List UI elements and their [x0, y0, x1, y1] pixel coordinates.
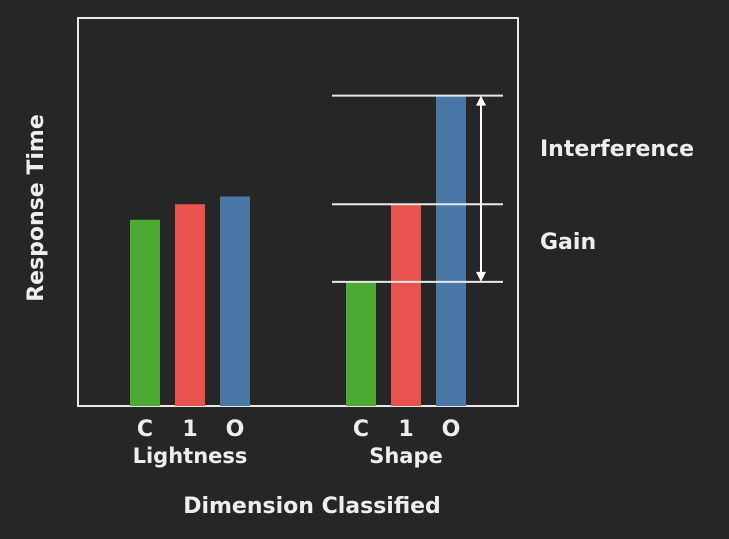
arrow-head [476, 95, 486, 106]
bar [220, 196, 250, 406]
bar-label: 1 [398, 417, 413, 442]
bar-label: O [226, 417, 245, 442]
y-axis-label: Response Time [24, 114, 49, 302]
bar-label: O [442, 417, 461, 442]
bar-label: C [353, 417, 369, 442]
bar-label: 1 [182, 417, 197, 442]
arrow-head [476, 271, 486, 282]
bar [175, 204, 205, 406]
bar [436, 95, 466, 406]
bar [391, 204, 421, 406]
plot-frame [77, 17, 519, 407]
bar [346, 281, 376, 406]
x-axis-label: Dimension Classified [183, 494, 441, 519]
x-tick-label: Lightness [133, 444, 248, 468]
x-tick-label: Shape [369, 444, 443, 468]
bar [130, 219, 160, 406]
bar-label: C [137, 417, 153, 442]
annotation: Interference [540, 137, 694, 162]
annotation: Gain [540, 230, 596, 255]
